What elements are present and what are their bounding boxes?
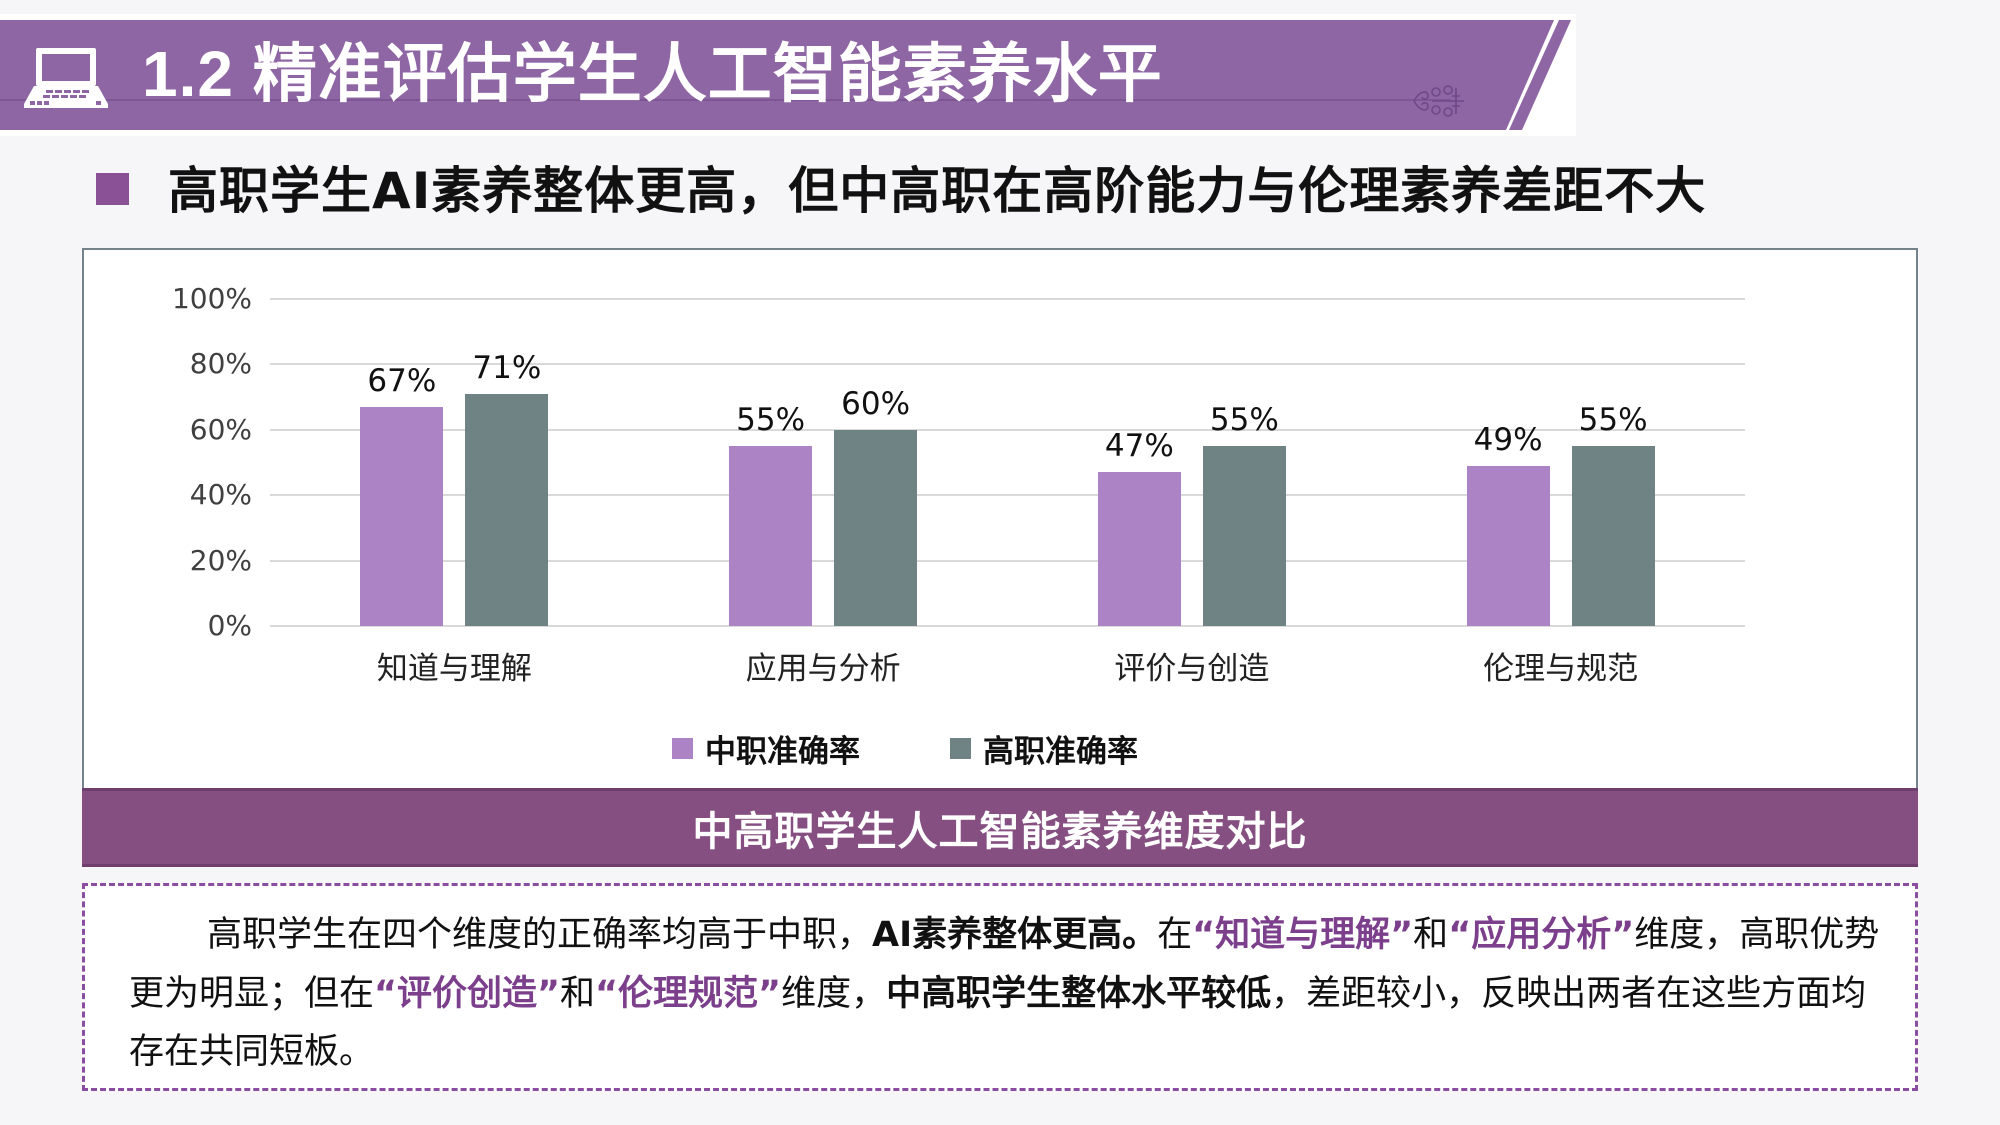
bar-value-label: 60% xyxy=(841,385,911,422)
text-segment: 维度， xyxy=(781,973,887,1014)
header-banner xyxy=(0,20,1554,130)
chart-caption: 中高职学生人工智能素养维度对比 xyxy=(692,808,1308,855)
gridline xyxy=(270,494,1745,496)
highlight-term: “评价创造” xyxy=(374,973,561,1014)
gridline xyxy=(270,429,1745,431)
y-tick-label: 80% xyxy=(189,347,252,380)
bar-gaozhi xyxy=(465,393,549,626)
text-segment: 和 xyxy=(560,973,596,1014)
x-category-label: 评价与创造 xyxy=(1114,651,1270,687)
bar-value-label: 55% xyxy=(736,402,806,439)
text-segment: 高职学生在四个维度的正确率均高于中职， xyxy=(207,915,873,955)
highlight-term: “应用分析” xyxy=(1448,915,1635,955)
bar-gaozhi xyxy=(1571,446,1655,626)
ornament-icon xyxy=(1413,85,1464,117)
legend-label: 高职准确率 xyxy=(983,733,1138,770)
legend-swatch-gray xyxy=(950,737,971,759)
gridline xyxy=(270,298,1745,300)
y-tick-label: 40% xyxy=(189,478,252,511)
bar-zhongzhi xyxy=(1466,465,1550,626)
section-subtitle: 高职学生AI素养整体更高，但中高职在高阶能力与伦理素养差距不大 xyxy=(168,162,1707,220)
legend-label: 中职准确率 xyxy=(705,733,860,770)
text-segment: ，差距较小，反映出两者在这些方面均存在共同短板。 xyxy=(129,973,1867,1073)
description-paragraph: 高职学生在四个维度的正确率均高于中职，AI素养整体更高。在“知道与理解”和“应用… xyxy=(129,906,1889,1082)
plot-area xyxy=(270,298,1745,627)
chart-caption-bar: 中高职学生人工智能素养维度对比 xyxy=(82,788,1918,867)
gridline xyxy=(270,560,1745,562)
bar-value-label: 47% xyxy=(1104,428,1174,465)
y-tick-label: 0% xyxy=(207,609,252,642)
laptop-icon xyxy=(24,48,108,108)
highlight-term: “伦理规范” xyxy=(595,973,782,1014)
bullet-square-icon xyxy=(96,173,129,205)
x-category-label: 伦理与规范 xyxy=(1483,651,1639,687)
y-tick-label: 20% xyxy=(189,544,252,577)
bar-zhongzhi xyxy=(1097,472,1181,626)
bar-value-label: 67% xyxy=(367,362,437,399)
text-segment: 维度，高职优势更为明显；但在 xyxy=(129,915,1880,1014)
gridline xyxy=(270,363,1745,365)
description-box: 高职学生在四个维度的正确率均高于中职，AI素养整体更高。在“知道与理解”和“应用… xyxy=(82,883,1918,1091)
bar-zhongzhi xyxy=(360,406,444,626)
text-segment: 和 xyxy=(1413,915,1449,955)
bold-phrase: 中高职学生整体水平较低 xyxy=(886,973,1272,1014)
bar-value-label: 55% xyxy=(1578,402,1648,439)
y-tick-label: 60% xyxy=(189,413,252,446)
bar-gaozhi xyxy=(1202,446,1286,626)
header-divider-line xyxy=(0,99,1450,101)
gridline xyxy=(270,625,1745,627)
bar-gaozhi xyxy=(834,429,918,626)
bar-value-label: 49% xyxy=(1473,421,1543,458)
legend-item-gaozhi: 高职准确率 xyxy=(950,729,1138,770)
bar-value-label: 71% xyxy=(472,349,542,386)
y-tick-label: 100% xyxy=(171,282,252,315)
highlight-term: “知道与理解” xyxy=(1192,915,1414,955)
legend-swatch-purple xyxy=(672,737,693,759)
x-category-label: 知道与理解 xyxy=(376,651,532,687)
legend-item-zhongzhi: 中职准确率 xyxy=(672,729,860,770)
text-segment: 在 xyxy=(1157,915,1193,955)
x-category-label: 应用与分析 xyxy=(745,651,901,687)
bar-value-label: 55% xyxy=(1209,402,1279,439)
bar-zhongzhi xyxy=(729,446,813,626)
page-title: 1.2 精准评估学生人工智能素养水平 xyxy=(142,38,1163,110)
bold-phrase: AI素养整体更高。 xyxy=(872,915,1158,955)
